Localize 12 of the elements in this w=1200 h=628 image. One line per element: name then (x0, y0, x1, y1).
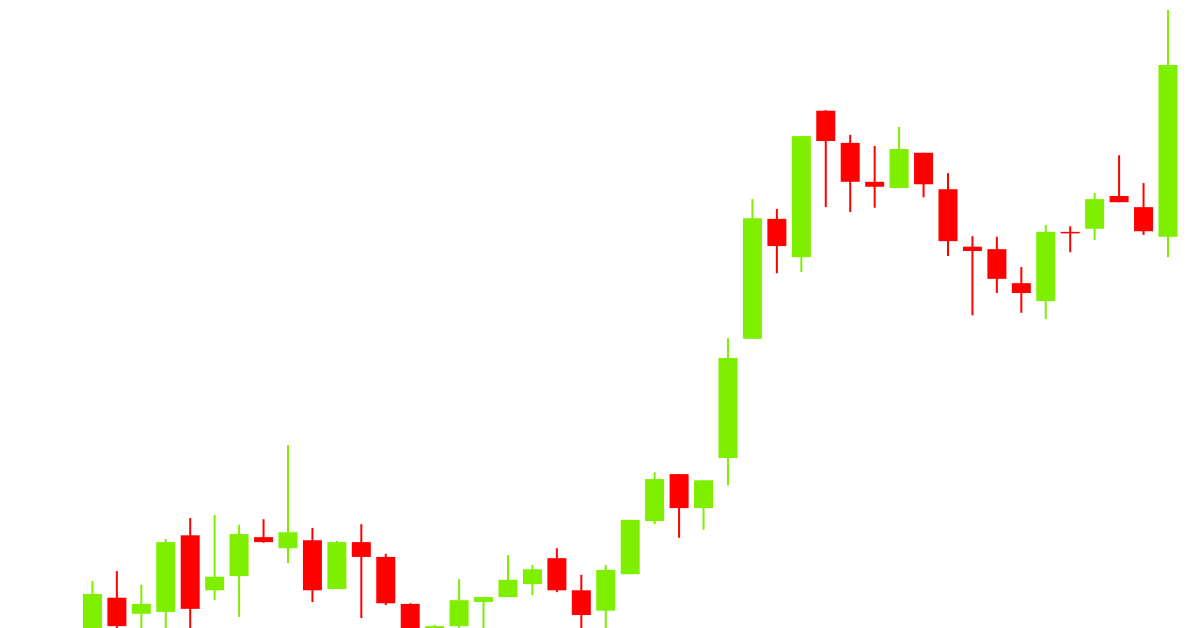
candlestick (474, 596, 494, 628)
candlestick (1109, 154, 1129, 204)
candlestick (205, 513, 225, 602)
candlestick (498, 554, 518, 599)
candlestick (1011, 266, 1031, 314)
candlestick (278, 444, 298, 565)
candlestick (522, 563, 542, 597)
candlestick (131, 583, 151, 628)
candlestick (254, 518, 274, 544)
candlestick (351, 523, 371, 620)
candlestick (962, 235, 982, 317)
candlestick (865, 144, 885, 209)
